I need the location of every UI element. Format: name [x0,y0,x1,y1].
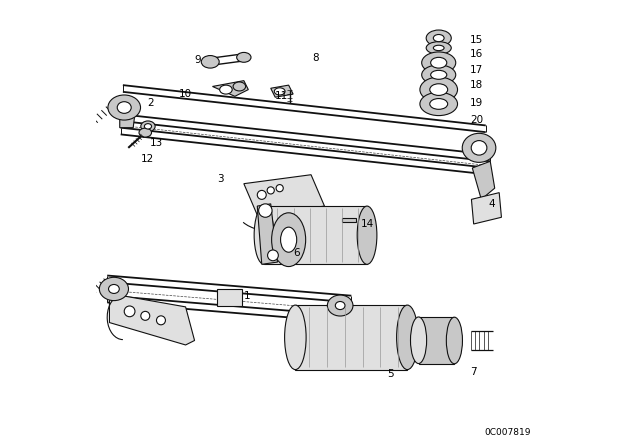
Text: 7: 7 [470,367,477,377]
Text: 19: 19 [470,98,483,108]
Circle shape [124,306,135,317]
Ellipse shape [108,95,141,120]
Text: 1: 1 [244,291,250,301]
Text: 14: 14 [360,219,374,229]
Ellipse shape [139,128,152,137]
Text: 5: 5 [387,369,394,379]
Ellipse shape [420,77,458,102]
Ellipse shape [335,302,345,310]
Ellipse shape [397,305,418,370]
Text: 16: 16 [470,49,483,59]
Polygon shape [472,193,502,224]
Text: 6: 6 [293,248,300,258]
Ellipse shape [275,88,285,95]
Ellipse shape [431,57,447,68]
Text: 17: 17 [470,65,483,75]
Ellipse shape [237,52,251,62]
Bar [419,317,454,364]
Polygon shape [271,85,293,97]
Polygon shape [257,204,278,264]
Bar [264,206,367,264]
Circle shape [257,190,266,199]
Ellipse shape [462,134,496,162]
Circle shape [276,185,284,192]
Circle shape [268,250,278,261]
Ellipse shape [254,206,274,264]
Ellipse shape [271,213,306,267]
Text: 11: 11 [275,91,289,101]
Polygon shape [212,81,248,96]
Ellipse shape [410,317,427,364]
Text: 8: 8 [312,53,319,63]
Text: 20: 20 [470,115,483,125]
Polygon shape [244,175,324,215]
Ellipse shape [422,52,456,73]
Polygon shape [120,110,136,128]
Circle shape [259,204,272,217]
Ellipse shape [430,84,448,95]
Text: 9: 9 [195,56,201,65]
Ellipse shape [431,70,447,79]
Text: 15: 15 [470,35,483,45]
Ellipse shape [446,317,463,364]
Circle shape [157,316,165,325]
Ellipse shape [426,30,451,46]
Ellipse shape [220,85,232,94]
Ellipse shape [433,45,444,51]
Bar [342,218,356,222]
Ellipse shape [280,227,297,252]
Ellipse shape [433,34,444,42]
Ellipse shape [430,99,448,109]
Text: 2: 2 [148,98,154,108]
Ellipse shape [426,42,451,54]
Text: 4: 4 [488,199,495,209]
Polygon shape [472,161,495,199]
Text: 3: 3 [217,174,223,184]
Ellipse shape [233,82,246,91]
Circle shape [141,311,150,320]
Text: 12: 12 [141,154,154,164]
Text: 13: 13 [150,138,163,148]
Ellipse shape [471,141,487,155]
Ellipse shape [99,277,129,301]
Ellipse shape [422,65,456,85]
Ellipse shape [117,102,131,113]
Ellipse shape [141,121,155,132]
Ellipse shape [109,284,119,293]
Ellipse shape [357,206,377,264]
Ellipse shape [145,124,152,129]
Bar [217,289,242,306]
Polygon shape [109,293,195,345]
Bar [296,305,408,370]
Ellipse shape [285,305,306,370]
Ellipse shape [420,92,458,116]
Ellipse shape [327,295,353,316]
Text: 18: 18 [470,80,483,90]
Ellipse shape [201,56,219,68]
Circle shape [267,187,275,194]
Text: 10: 10 [179,89,192,99]
Text: 0C007819: 0C007819 [484,428,531,437]
